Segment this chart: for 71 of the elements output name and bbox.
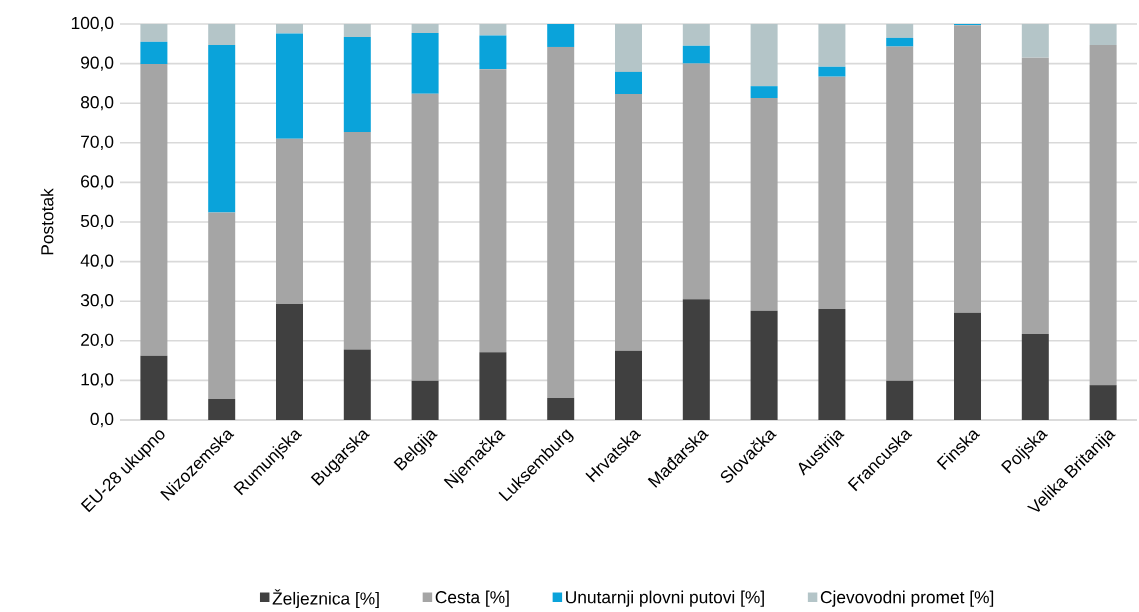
y-tick-label: 0,0	[90, 412, 114, 427]
bar	[1089, 23, 1117, 45]
bar	[140, 41, 168, 64]
bar	[343, 23, 371, 37]
legend-label: Cjevovodni promet [%]	[820, 590, 994, 607]
y-tick-label: 10,0	[81, 373, 114, 388]
legend-label: Željeznica [%]	[272, 589, 379, 608]
y-tick-label: 100,0	[71, 16, 114, 31]
bar	[886, 46, 914, 381]
bar	[547, 46, 575, 398]
bar	[276, 33, 303, 139]
bar	[615, 23, 643, 72]
bar	[479, 68, 507, 353]
bar	[208, 212, 236, 399]
bar	[1021, 23, 1049, 58]
bar	[818, 308, 846, 420]
bar	[208, 44, 236, 213]
bar	[276, 303, 303, 420]
legend-label: Unutarnji plovni putovi [%]	[566, 590, 764, 607]
bar	[954, 312, 982, 420]
bar	[615, 350, 643, 420]
legend-label: Cesta [%]	[435, 590, 509, 607]
bar	[276, 23, 303, 34]
bar	[479, 35, 507, 69]
bar	[615, 71, 643, 94]
bar	[343, 349, 371, 420]
bar	[343, 131, 371, 350]
bar	[411, 380, 439, 420]
bar	[1089, 384, 1117, 420]
bar	[547, 397, 575, 420]
bar	[886, 37, 914, 47]
bar	[886, 23, 914, 38]
bar	[954, 24, 982, 313]
y-tick-label: 20,0	[81, 333, 114, 348]
bar	[682, 299, 710, 420]
y-tick-label: 50,0	[80, 214, 114, 229]
bar	[208, 23, 236, 45]
bar	[750, 85, 778, 98]
bar	[140, 355, 168, 420]
bar	[1021, 57, 1049, 334]
y-tick-label: 40,0	[80, 254, 114, 269]
bar	[140, 23, 168, 42]
bar	[886, 380, 914, 420]
bar	[479, 23, 507, 36]
y-tick-label: 80,0	[80, 95, 114, 111]
bar	[479, 352, 507, 420]
bar	[411, 93, 439, 381]
y-tick-label: 70,0	[81, 135, 114, 150]
bar	[276, 138, 303, 304]
y-tick-label: 90,0	[81, 56, 114, 71]
bar	[615, 93, 643, 351]
y-tick-label: 60,0	[81, 175, 114, 190]
y-axis-title: Postotak	[40, 188, 54, 255]
bar	[750, 23, 778, 86]
bar	[750, 97, 778, 311]
bar	[140, 63, 168, 356]
bar	[818, 23, 846, 67]
bar	[1089, 44, 1117, 385]
y-tick-label: 30,0	[80, 293, 114, 309]
bar	[343, 36, 371, 132]
bar	[750, 310, 778, 420]
bar	[818, 66, 846, 77]
bar	[547, 23, 575, 47]
bar	[682, 23, 710, 46]
bar	[208, 398, 236, 420]
bar	[1021, 333, 1049, 420]
bar	[411, 32, 439, 94]
bar	[411, 23, 439, 33]
bar	[682, 63, 710, 300]
bar	[682, 45, 710, 64]
bar	[818, 76, 846, 309]
